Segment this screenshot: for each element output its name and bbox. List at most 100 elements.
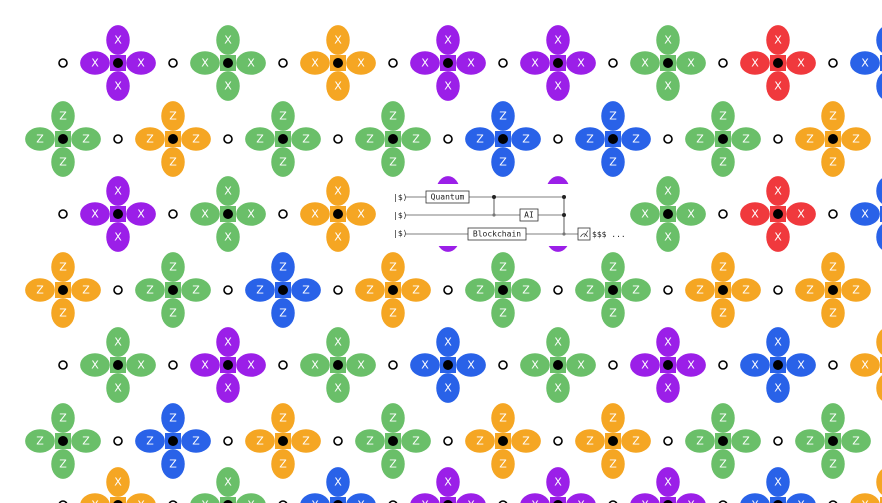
stabilizer-petal: [676, 493, 706, 503]
stabilizer-petal: [601, 252, 625, 282]
stabilizer-petal: [601, 147, 625, 177]
stabilizer-label: Z: [742, 284, 750, 297]
stabilizer-label: X: [664, 34, 672, 47]
stabilizer-petal: [161, 101, 185, 131]
stabilizer-petal: [850, 493, 880, 503]
ancilla-circle: [278, 360, 288, 370]
stabilizer-label: X: [357, 499, 365, 503]
stabilizer-label: X: [114, 80, 122, 93]
stabilizer-label: X: [554, 476, 562, 489]
stabilizer-petal: [51, 147, 75, 177]
stabilizer-label: Z: [169, 458, 177, 471]
stabilizer-petal: [216, 71, 240, 101]
ancilla-circle: [168, 360, 178, 370]
stabilizer-label: Z: [302, 284, 310, 297]
stabilizer-petal: [381, 252, 405, 282]
stabilizer-core: [880, 55, 882, 71]
stabilizer-petal: [621, 429, 651, 453]
stabilizer-label: Z: [806, 435, 814, 448]
z-stabilizer: Z Z Z Z: [135, 252, 211, 328]
stabilizer-label: X: [554, 336, 562, 349]
stabilizer-label: Z: [829, 307, 837, 320]
stabilizer-hub: [553, 58, 563, 68]
qubit-label-3: |$⟩: [393, 229, 407, 238]
ancilla-circle: [663, 285, 673, 295]
stabilizer-petal: [821, 147, 845, 177]
stabilizer-petal: [216, 25, 240, 55]
stabilizer-petal: [876, 178, 882, 204]
lattice-row: Z Z Z Z Z Z Z Z Z Z Z Z Z Z Z Z Z Z Z Z Z Z Z Z Z Z Z Z Z Z Z Z: [25, 252, 871, 328]
lattice-row: XXXXXXXXXXXXXXXXXXXXXXXXXXXXXXXX: [58, 327, 882, 403]
stabilizer-petal: [436, 373, 460, 403]
stabilizer-label: Z: [852, 133, 860, 146]
ancilla-circle: [113, 134, 123, 144]
stabilizer-petal: [786, 353, 816, 377]
stabilizer-petal: [656, 222, 680, 252]
lattice-row: XXXXXXXXXXXXXXXXXXXXXXXXXXXXXXXX: [58, 25, 882, 101]
ancilla-circle: [498, 360, 508, 370]
z-stabilizer: Z Z Z Z: [355, 403, 431, 479]
stabilizer-label: X: [687, 208, 695, 221]
stabilizer-label: Z: [499, 458, 507, 471]
ancilla-circle: [828, 209, 838, 219]
stabilizer-petal: [135, 127, 165, 151]
stabilizer-petal: [381, 101, 405, 131]
stabilizer-petal: [190, 353, 220, 377]
stabilizer-petal: [190, 51, 220, 75]
z-stabilizer: Z Z Z Z: [685, 101, 761, 177]
stabilizer-label: Z: [279, 412, 287, 425]
stabilizer-label: Z: [476, 133, 484, 146]
stabilizer-label: Z: [59, 156, 67, 169]
stabilizer-hub: [663, 500, 673, 503]
stabilizer-hub: [608, 285, 618, 295]
stabilizer-petal: [355, 278, 385, 302]
stabilizer-label: Z: [279, 110, 287, 123]
stabilizer-petal: [821, 101, 845, 131]
stabilizer-label: Z: [302, 133, 310, 146]
stabilizer-label: Z: [609, 307, 617, 320]
stabilizer-label: Z: [852, 435, 860, 448]
stabilizer-label: X: [797, 359, 805, 372]
stabilizer-label: Z: [59, 458, 67, 471]
stabilizer-petal: [685, 127, 715, 151]
stabilizer-label: X: [641, 359, 649, 372]
stabilizer-petal: [291, 127, 321, 151]
stabilizer-hub: [333, 360, 343, 370]
stabilizer-petal: [601, 403, 625, 433]
stabilizer-label: Z: [499, 261, 507, 274]
stabilizer-label: Z: [412, 133, 420, 146]
stabilizer-petal: [876, 73, 882, 99]
ancilla-circle: [828, 360, 838, 370]
stabilizer-petal: [621, 127, 651, 151]
stabilizer-label: Z: [476, 284, 484, 297]
stabilizer-label: X: [91, 359, 99, 372]
stabilizer-hub: [553, 500, 563, 503]
stabilizer-label: Z: [609, 156, 617, 169]
stabilizer-hub: [718, 436, 728, 446]
stabilizer-label: X: [577, 57, 585, 70]
stabilizer-label: Z: [256, 133, 264, 146]
stabilizer-petal: [786, 493, 816, 503]
stabilizer-hub: [718, 285, 728, 295]
stabilizer-core: [880, 206, 882, 222]
stabilizer-label: Z: [696, 284, 704, 297]
stabilizer-petal: [190, 493, 220, 503]
ancilla-circle: [333, 285, 343, 295]
stabilizer-petal: [245, 127, 275, 151]
z-stabilizer: Z Z Z Z: [355, 252, 431, 328]
stabilizer-petal: [546, 71, 570, 101]
stabilizer-label: X: [467, 359, 475, 372]
stabilizer-petal: [181, 429, 211, 453]
stabilizer-petal: [126, 353, 156, 377]
stabilizer-hub: [113, 58, 123, 68]
stabilizer-petal: [876, 469, 882, 495]
stabilizer-petal: [786, 51, 816, 75]
ancilla-circle: [608, 360, 618, 370]
stabilizer-label: X: [861, 208, 869, 221]
stabilizer-label: Z: [696, 133, 704, 146]
stabilizer-petal: [25, 429, 55, 453]
